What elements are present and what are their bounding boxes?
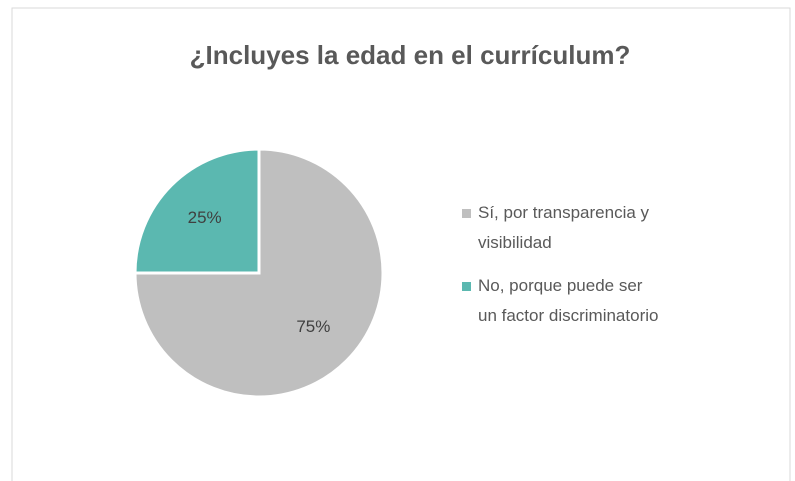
pie-slice [133,147,261,275]
legend-swatch [462,282,471,291]
legend-swatch [462,209,471,218]
legend-label: Sí, por transparencia y visibilidad [478,203,650,252]
chart-title: ¿Incluyes la edad en el currículum? [190,40,631,70]
legend-label: No, porque puede ser un factor discrimin… [478,276,659,325]
chart-border [11,7,791,481]
legend-entry: Sí, por transparencia y visibilidad [460,198,660,258]
data-label: 25% [188,208,222,227]
legend-entry: No, porque puede ser un factor discrimin… [460,271,660,331]
data-label: 75% [296,317,330,336]
legend: Sí, por transparencia y visibilidad No, p… [460,198,660,344]
